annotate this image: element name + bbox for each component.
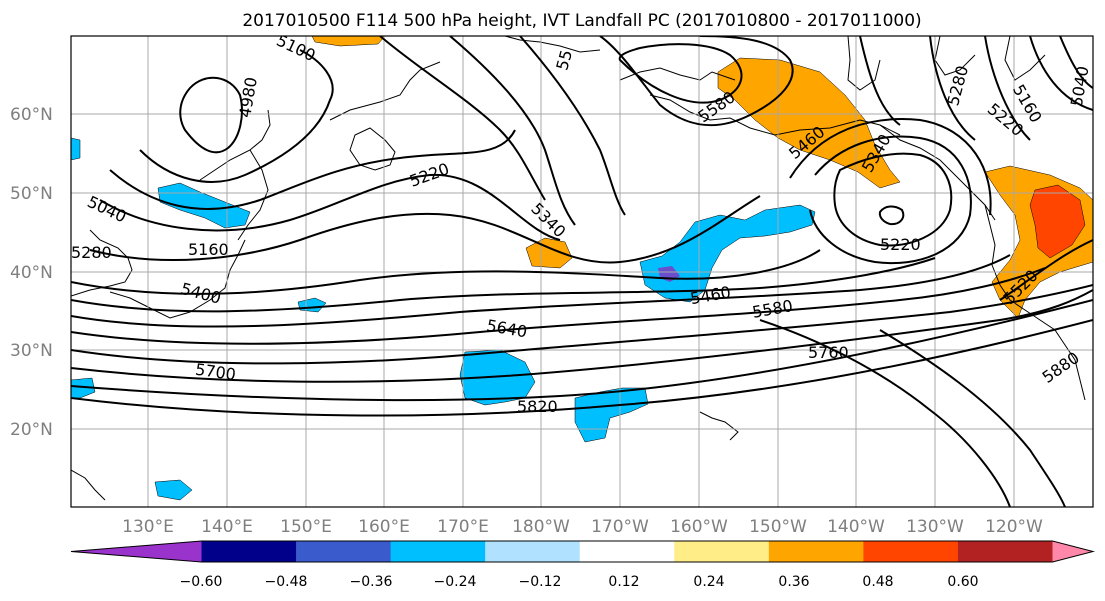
height-contours [71, 36, 1093, 507]
colorbar-tick: −0.12 [519, 574, 562, 590]
contour-label: 5760 [808, 343, 849, 362]
longitude-labels: 130°E 140°E 150°E 160°E 170°E 180°W 170°… [122, 517, 1043, 537]
positive-shade-small [525, 237, 573, 269]
lon-label: 150°W [749, 517, 807, 537]
lon-label: 140°E [201, 517, 253, 537]
positive-shade-gulf [717, 57, 901, 189]
colorbar-segment [201, 541, 297, 562]
contour-label: 5220 [880, 235, 921, 254]
coastlines [71, 36, 1086, 501]
lat-label: 40°N [10, 263, 53, 283]
lat-label: 50°N [10, 184, 53, 204]
colorbar-tick: −0.48 [265, 574, 308, 590]
lon-label: 160°E [358, 517, 410, 537]
contour-label: 5160 [188, 240, 229, 259]
colorbar-segment [674, 541, 770, 562]
lon-label: 170°W [591, 517, 649, 537]
contour-label: 5280 [71, 243, 112, 262]
lon-label: 130°E [122, 517, 174, 537]
lon-label: 140°W [827, 517, 885, 537]
colorbar-tick: 0.24 [693, 574, 724, 590]
lon-label: 120°W [985, 517, 1043, 537]
negative-shade-edge [71, 137, 81, 161]
colorbar-segment [863, 541, 959, 562]
colorbar-segment [296, 541, 392, 562]
colorbar-ticks: −0.60 −0.48 −0.36 −0.24 −0.12 0.12 0.24 … [180, 574, 979, 590]
colorbar-segment [768, 541, 864, 562]
lon-label: 170°E [437, 517, 489, 537]
colorbar-segment [579, 541, 675, 562]
lat-label: 30°N [10, 341, 53, 361]
negative-shade-edge-2 [71, 377, 96, 399]
lon-label: 130°W [906, 517, 964, 537]
colorbar-tick: −0.36 [350, 574, 393, 590]
lat-label: 60°N [10, 105, 53, 125]
colorbar-tick: 0.48 [862, 574, 893, 590]
colorbar-tick: 0.12 [608, 574, 639, 590]
colorbar-outline [70, 540, 1095, 563]
figure-title: 2017010500 F114 500 hPa height, IVT Land… [242, 11, 921, 31]
colorbar-extend-low [71, 541, 202, 562]
lon-label: 160°W [670, 517, 728, 537]
lon-label: 180°W [512, 517, 570, 537]
gridlines [71, 36, 1093, 507]
colorbar-segment [485, 541, 581, 562]
map-border [70, 35, 1094, 508]
colorbar-tick: 0.36 [778, 574, 809, 590]
colorbar-tick: −0.60 [180, 574, 223, 590]
colorbar-tick: 0.60 [947, 574, 978, 590]
colorbar-segment [390, 541, 486, 562]
colorbar-segment [957, 541, 1053, 562]
lat-label: 20°N [10, 420, 53, 440]
latitude-labels: 60°N 50°N 40°N 30°N 20°N [10, 105, 53, 440]
contour-label: 5820 [517, 397, 558, 416]
colorbar-tick: −0.24 [434, 574, 477, 590]
lon-label: 150°E [280, 517, 332, 537]
colorbar-extend-high [1052, 541, 1093, 562]
negative-shade-far-south [154, 479, 193, 501]
positive-shade-north [311, 36, 386, 47]
contour-label: 55 [552, 48, 576, 73]
colorbar [70, 540, 1095, 563]
